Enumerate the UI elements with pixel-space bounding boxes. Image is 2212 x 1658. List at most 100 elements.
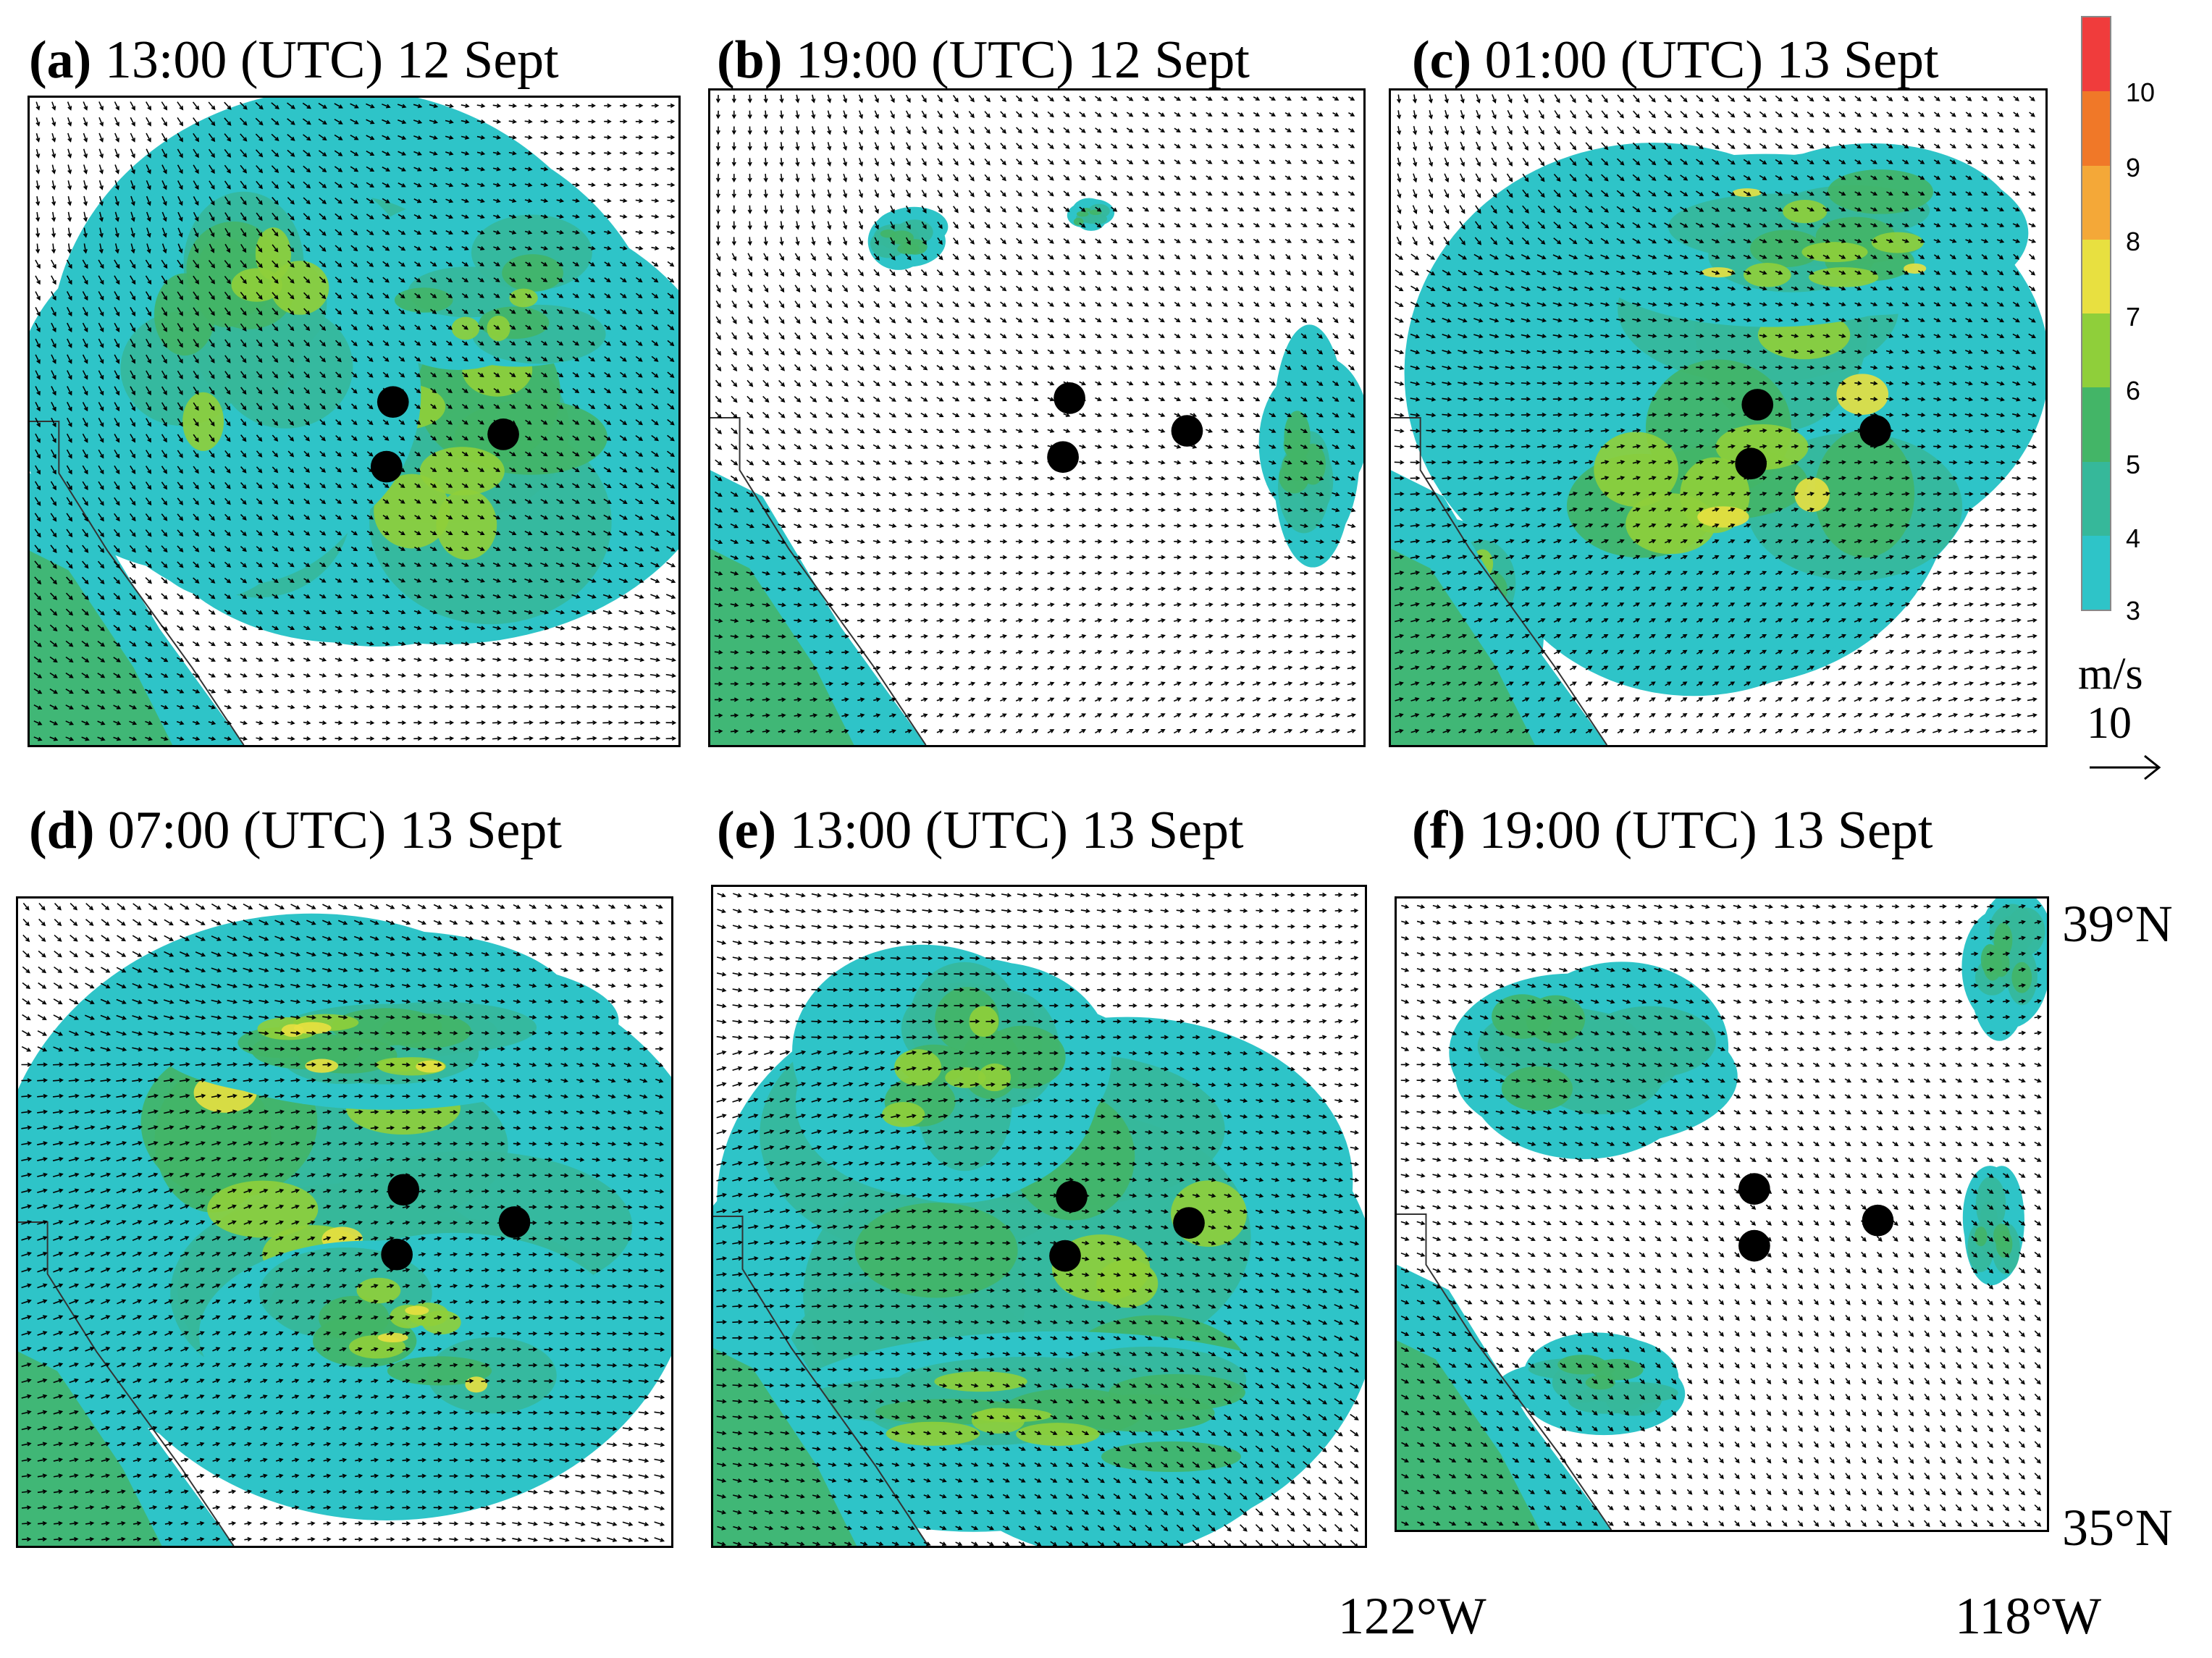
station-marker [387, 1174, 420, 1206]
speed-region [1961, 899, 2047, 1041]
colorbar-segment [2082, 91, 2110, 166]
panel-title-d: (d) 07:00 (UTC) 13 Sept [29, 804, 562, 857]
station-marker [377, 386, 409, 418]
map-panel-c [1389, 88, 2048, 747]
coastal-strong-wind [710, 548, 854, 745]
station-marker [1735, 447, 1767, 480]
unit-label: m/s [2078, 652, 2143, 697]
colorbar-tick-3: 3 [2126, 598, 2140, 624]
station-marker [1056, 1180, 1088, 1213]
wind-vectors [714, 94, 1357, 734]
colorbar-tick-9: 9 [2126, 155, 2140, 181]
wind-vectors [1394, 94, 2038, 734]
station-marker [498, 1206, 531, 1238]
lon-right-label: 118°W [1955, 1590, 2101, 1642]
speed-region [768, 1331, 1335, 1518]
station-marker [1049, 1240, 1081, 1272]
panel-letter: a [47, 30, 74, 90]
panel-time: 13:00 (UTC) 12 Sept [105, 30, 559, 90]
speed-region [1962, 1166, 2024, 1286]
speed-region [198, 1232, 621, 1439]
speed-colorbar [2081, 16, 2111, 611]
coastline [1391, 417, 1608, 745]
wind-map-b [710, 94, 1363, 745]
coastline [1397, 1213, 1612, 1530]
station-marker [1741, 389, 1774, 421]
panel-letter: f [1430, 801, 1448, 860]
station-marker [1862, 1204, 1894, 1237]
station-marker [1173, 1207, 1205, 1239]
station-marker [1738, 1173, 1770, 1205]
colorbar-segment [2082, 17, 2110, 92]
lat-top-label: 39°N [2062, 898, 2173, 950]
panel-letter: c [1430, 30, 1454, 90]
coastline [713, 1216, 929, 1546]
map-panel-e [711, 885, 1367, 1548]
reference-vector-arrow-icon [2090, 754, 2161, 780]
colorbar-segment [2082, 239, 2110, 313]
station-marker [487, 418, 519, 450]
colorbar-segment [2082, 165, 2110, 240]
coastal-strong-wind [30, 550, 173, 745]
panel-letter: e [735, 801, 759, 860]
colorbar-tick-8: 8 [2126, 229, 2140, 255]
panel-time: 13:00 (UTC) 13 Sept [790, 801, 1244, 860]
station-marker [1054, 382, 1085, 414]
lat-bottom-label: 35°N [2062, 1502, 2173, 1554]
map-panel-d [16, 896, 673, 1548]
wind-map-a [30, 98, 678, 745]
speed-region [154, 930, 619, 1110]
station-marker [1171, 415, 1203, 447]
coastal-strong-wind [1391, 548, 1535, 745]
panel-title-b: (b) 19:00 (UTC) 12 Sept [717, 33, 1250, 87]
speed-region [1449, 961, 1738, 1159]
map-panel-b [708, 88, 1366, 747]
wind-map-f [1397, 899, 2047, 1530]
coastal-strong-wind [713, 1347, 857, 1546]
lon-left-label: 122°W [1338, 1590, 1486, 1642]
wind-vectors [716, 892, 1360, 1546]
speed-region [1258, 324, 1363, 568]
wind-vectors [1400, 904, 2043, 1528]
colorbar-tick-5: 5 [2126, 452, 2140, 478]
panel-time: 19:00 (UTC) 13 Sept [1479, 801, 1933, 860]
panel-title-e: (e) 13:00 (UTC) 13 Sept [717, 804, 1244, 857]
panel-letter: b [735, 30, 765, 90]
coastline [30, 421, 245, 745]
panel-title-f: (f) 19:00 (UTC) 13 Sept [1412, 804, 1933, 857]
panel-time: 07:00 (UTC) 13 Sept [108, 801, 562, 860]
colorbar-segment [2082, 387, 2110, 462]
panel-time: 01:00 (UTC) 13 Sept [1485, 30, 1939, 90]
speed-region [792, 944, 1111, 1203]
coastal-strong-wind [18, 1351, 162, 1546]
wind-map-e [713, 892, 1365, 1546]
speed-region [1067, 198, 1115, 231]
speed-region [348, 199, 633, 370]
colorbar-segment [2082, 535, 2110, 610]
speed-region [1496, 1332, 1686, 1436]
panel-time: 19:00 (UTC) 12 Sept [796, 30, 1250, 90]
wind-vectors [21, 902, 665, 1542]
colorbar-segment [2082, 461, 2110, 536]
panel-letter: d [47, 801, 77, 860]
colorbar-segment [2082, 313, 2110, 388]
map-panel-a [28, 96, 681, 747]
panel-title-a: (a) 13:00 (UTC) 12 Sept [29, 33, 559, 87]
station-marker [1859, 415, 1891, 447]
colorbar-tick-10: 10 [2126, 80, 2155, 106]
colorbar-tick-7: 7 [2126, 304, 2140, 330]
coastal-strong-wind [1397, 1340, 1540, 1530]
station-marker [1047, 441, 1079, 474]
colorbar-tick-6: 6 [2126, 378, 2140, 404]
station-marker [370, 450, 403, 483]
speed-region [867, 206, 949, 270]
station-marker [381, 1238, 413, 1271]
colorbar-tick-4: 4 [2126, 526, 2140, 552]
wind-map-c [1391, 94, 2045, 745]
reference-vector-value: 10 [2087, 701, 2132, 746]
map-panel-f [1395, 896, 2049, 1532]
wind-vectors [33, 101, 677, 741]
panel-title-c: (c) 01:00 (UTC) 13 Sept [1412, 33, 1939, 87]
wind-map-d [18, 902, 671, 1546]
station-marker [1738, 1229, 1770, 1262]
